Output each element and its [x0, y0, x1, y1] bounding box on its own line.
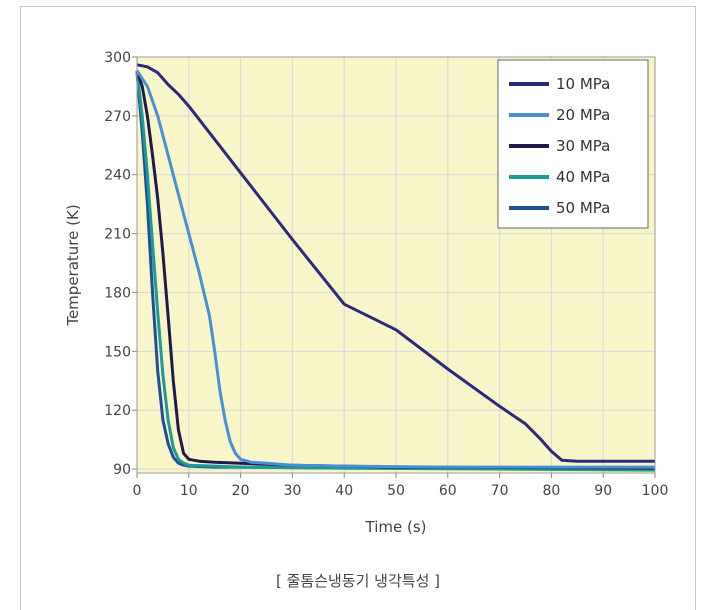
legend-label: 40 MPa — [556, 168, 610, 186]
x-tick-label: 30 — [283, 483, 301, 499]
series-line-40-mpa — [135, 70, 656, 472]
x-axis-ticks: 0 10 20 30 40 50 60 70 80 90 100 — [133, 473, 669, 499]
x-tick-label: 70 — [491, 483, 509, 499]
y-axis-ticks: 300 270 240 210 180 150 120 90 — [104, 50, 137, 478]
y-tick-label: 120 — [104, 403, 131, 419]
x-tick-label: 100 — [642, 483, 669, 499]
y-tick-label: 90 — [113, 462, 131, 478]
x-tick-label: 0 — [133, 483, 142, 499]
y-tick-label: 300 — [104, 50, 131, 66]
figure-caption: [ 줄톰슨냉동기 냉각특성 ] — [275, 572, 440, 590]
y-tick-label: 180 — [104, 285, 131, 301]
y-axis-title: Temperature (K) — [64, 204, 82, 326]
legend-label: 20 MPa — [556, 106, 610, 124]
series-line-10-mpa — [136, 63, 655, 463]
legend-label: 10 MPa — [556, 75, 610, 93]
y-tick-label: 240 — [104, 168, 131, 184]
x-tick-label: 60 — [439, 483, 457, 499]
y-tick-label: 150 — [104, 344, 131, 360]
x-tick-label: 90 — [594, 483, 612, 499]
x-tick-label: 20 — [232, 483, 250, 499]
y-tick-label: 210 — [104, 227, 131, 243]
x-tick-label: 40 — [335, 483, 353, 499]
cooling-chart: 0 10 20 30 40 50 60 70 80 90 100 300 270 240 210 180 15… — [64, 50, 669, 536]
series-line-20-mpa — [135, 69, 655, 469]
legend-label: 50 MPa — [556, 199, 610, 217]
series-layer — [135, 63, 656, 472]
legend-label: 30 MPa — [556, 137, 610, 155]
x-tick-label: 80 — [542, 483, 560, 499]
x-axis-title: Time (s) — [365, 518, 427, 536]
x-tick-label: 10 — [180, 483, 198, 499]
x-tick-label: 50 — [387, 483, 405, 499]
y-tick-label: 270 — [104, 109, 131, 125]
legend: 10 MPa 20 MPa 30 MPa 40 MPa 50 MPa — [497, 59, 649, 229]
